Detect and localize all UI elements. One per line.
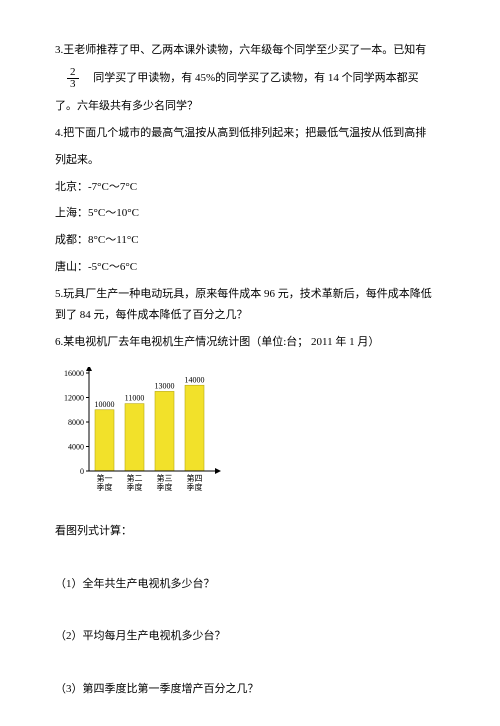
q3-line3: 了。六年级共有多少名同学？ [55,96,445,117]
q3-line2: 2 3 同学买了甲读物，有 45%的同学买了乙读物，有 14 个同学两本都买 [55,67,445,90]
q3-line2-rest: 同学买了甲读物，有 45%的同学买了乙读物，有 14 个同学两本都买 [93,72,418,84]
svg-text:13000: 13000 [155,381,175,390]
svg-text:16000: 16000 [64,369,84,378]
svg-text:8000: 8000 [68,418,84,427]
q6-title: 6.某电视机厂去年电视机生产情况统计图（单位:台； 2011 年 1 月） [55,332,445,353]
svg-text:10000: 10000 [95,400,115,409]
q4-row-3: 唐山：-5°C～6°C [55,257,445,278]
q3-line1: 3.王老师推荐了甲、乙两本课外读物，六年级每个同学至少买了一本。已知有 [55,40,445,61]
svg-text:季度: 季度 [127,482,143,492]
q4-row-0: 北京：-7°C～7°C [55,177,445,198]
svg-text:第二: 第二 [127,473,143,483]
bar-chart: 040008000120001600010000第一季度11000第二季度130… [55,367,223,505]
svg-text:14000: 14000 [185,375,205,384]
q6-prompt: 看图列式计算： [55,521,445,542]
q6-sub2: （2）平均每月生产电视机多少台？ [55,626,445,647]
q6-sub3: （3）第四季度比第一季度增产百分之几？ [55,679,445,700]
q5-line1: 5.玩具厂生产一种电动玩具，原来每件成本 96 元，技术革新后，每件成本降低 [55,284,445,305]
svg-text:0: 0 [80,467,84,476]
svg-text:季度: 季度 [97,482,113,492]
q4-stem-b: 列起来。 [55,150,445,171]
q6-sub1: （1）全年共生产电视机多少台？ [55,574,445,595]
page: 3.王老师推荐了甲、乙两本课外读物，六年级每个同学至少买了一本。已知有 2 3 … [0,0,500,726]
svg-text:11000: 11000 [125,393,145,402]
svg-text:第四: 第四 [187,473,203,483]
svg-text:4000: 4000 [68,442,84,451]
q4-stem-a: 4.把下面几个城市的最高气温按从高到低排列起来；把最低气温按从低到高排 [55,123,445,144]
svg-text:第一: 第一 [97,473,113,483]
fraction-2-3: 2 3 [67,67,79,90]
bar-chart-svg: 040008000120001600010000第一季度11000第二季度130… [55,367,223,497]
svg-text:季度: 季度 [187,482,203,492]
svg-text:季度: 季度 [157,482,173,492]
q5-line2: 到了 84 元，每件成本降低了百分之几？ [55,305,445,326]
q4-row-2: 成都：8°C～11°C [55,230,445,251]
svg-text:12000: 12000 [64,393,84,402]
fraction-den: 3 [67,79,79,90]
q4-row-1: 上海：5°C～10°C [55,203,445,224]
svg-text:第三: 第三 [157,473,173,483]
